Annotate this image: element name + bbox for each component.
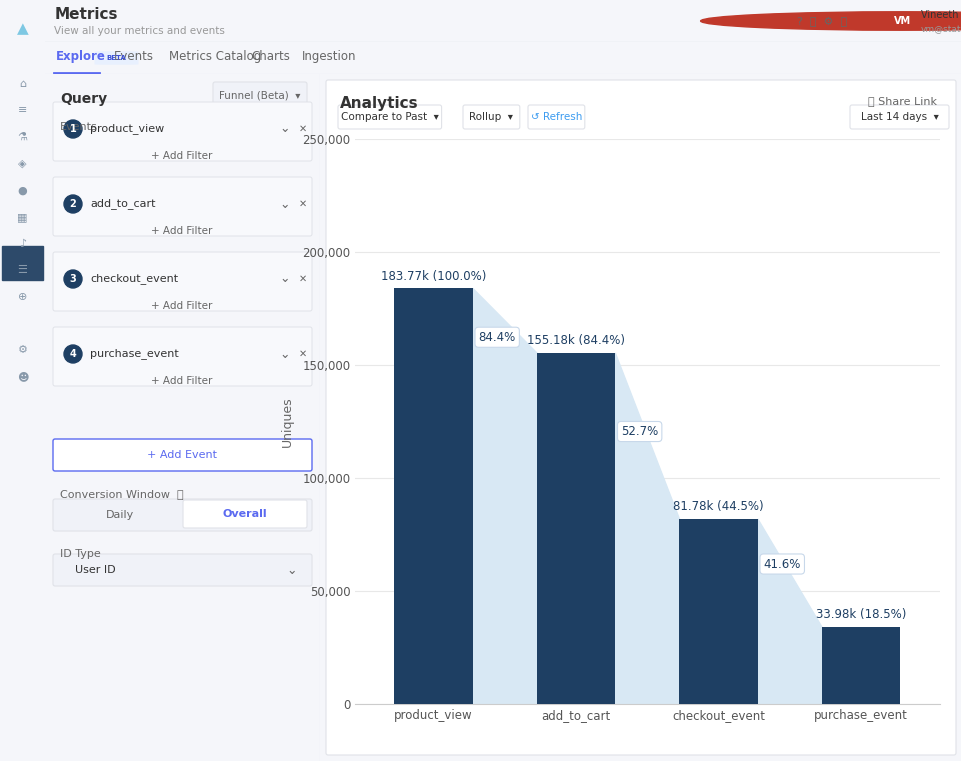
Text: ●: ● — [17, 185, 27, 196]
Text: 81.78k (44.5%): 81.78k (44.5%) — [673, 501, 763, 514]
Bar — [394, 288, 473, 704]
Polygon shape — [615, 353, 678, 704]
Polygon shape — [757, 519, 821, 704]
Bar — [678, 519, 757, 704]
Text: product_view: product_view — [90, 123, 164, 135]
Text: Last 14 days  ▾: Last 14 days ▾ — [860, 112, 938, 122]
Text: ⌄: ⌄ — [280, 123, 290, 135]
Text: ?  ⬜  ⚙  🔔: ? ⬜ ⚙ 🔔 — [796, 16, 847, 26]
FancyBboxPatch shape — [53, 439, 311, 471]
Bar — [536, 353, 615, 704]
Text: 183.77k (100.0%): 183.77k (100.0%) — [381, 270, 486, 283]
Bar — [2, 246, 42, 280]
Text: 1: 1 — [69, 124, 76, 134]
Text: ID Type: ID Type — [60, 549, 101, 559]
FancyBboxPatch shape — [94, 51, 138, 65]
Text: purchase_event: purchase_event — [90, 349, 179, 359]
Text: ⊕: ⊕ — [18, 291, 27, 302]
Text: checkout_event: checkout_event — [90, 273, 178, 285]
Circle shape — [64, 270, 82, 288]
Text: + Add Event: + Add Event — [147, 450, 217, 460]
Circle shape — [64, 195, 82, 213]
Text: ☻: ☻ — [16, 371, 28, 382]
Text: Query: Query — [60, 92, 107, 106]
FancyBboxPatch shape — [528, 105, 584, 129]
Circle shape — [700, 11, 961, 30]
Text: Events: Events — [113, 50, 154, 63]
FancyBboxPatch shape — [53, 499, 311, 531]
Text: + Add Filter: + Add Filter — [151, 301, 212, 311]
Y-axis label: Uniques: Uniques — [281, 396, 294, 447]
Text: Vineeth Madhusudanan: Vineeth Madhusudanan — [920, 10, 961, 20]
Text: Metrics: Metrics — [54, 7, 117, 22]
Polygon shape — [473, 288, 536, 704]
FancyBboxPatch shape — [53, 252, 311, 311]
Text: Charts: Charts — [251, 50, 290, 63]
Text: Conversion Window  ⓘ: Conversion Window ⓘ — [60, 489, 184, 499]
Text: Explore: Explore — [56, 50, 106, 63]
FancyBboxPatch shape — [326, 80, 955, 755]
Text: 84.4%: 84.4% — [478, 331, 515, 344]
Text: ✕: ✕ — [299, 349, 307, 359]
FancyBboxPatch shape — [183, 500, 307, 528]
Text: + Add Filter: + Add Filter — [151, 226, 212, 236]
Circle shape — [64, 345, 82, 363]
FancyBboxPatch shape — [53, 554, 311, 586]
Text: Rollup  ▾: Rollup ▾ — [469, 112, 513, 122]
Text: Compare to Past  ▾: Compare to Past ▾ — [340, 112, 438, 122]
Text: Metrics Catalog: Metrics Catalog — [168, 50, 260, 63]
Text: ↺ Refresh: ↺ Refresh — [530, 112, 581, 122]
Text: Daily: Daily — [106, 510, 134, 520]
Text: 33.98k (18.5%): 33.98k (18.5%) — [815, 609, 905, 622]
Text: vm@statsig.com: vm@statsig.com — [920, 25, 961, 34]
Text: Analytics: Analytics — [339, 96, 418, 111]
Text: ⌄: ⌄ — [280, 198, 290, 211]
Text: ⚙: ⚙ — [17, 345, 28, 355]
Text: ⚗: ⚗ — [17, 132, 28, 142]
FancyBboxPatch shape — [53, 327, 311, 386]
FancyBboxPatch shape — [212, 82, 307, 108]
Text: BETA: BETA — [107, 55, 126, 61]
Text: ☰: ☰ — [17, 265, 28, 275]
Text: ⎗ Share Link: ⎗ Share Link — [867, 96, 936, 106]
Text: 2: 2 — [69, 199, 76, 209]
Text: ≡: ≡ — [18, 105, 27, 116]
Bar — [821, 627, 899, 704]
Text: ▲: ▲ — [16, 21, 28, 37]
Text: 155.18k (84.4%): 155.18k (84.4%) — [527, 334, 625, 348]
Text: ♪: ♪ — [19, 238, 26, 249]
Text: ⌂: ⌂ — [19, 78, 26, 89]
Text: Overall: Overall — [222, 509, 267, 519]
Text: VM: VM — [893, 16, 910, 26]
Text: 52.7%: 52.7% — [621, 425, 657, 438]
Text: add_to_cart: add_to_cart — [90, 199, 156, 209]
Text: ⌄: ⌄ — [280, 272, 290, 285]
FancyBboxPatch shape — [462, 105, 519, 129]
Text: Funnel (Beta)  ▾: Funnel (Beta) ▾ — [219, 90, 301, 100]
Circle shape — [64, 120, 82, 138]
FancyBboxPatch shape — [337, 105, 441, 129]
Text: ✕: ✕ — [299, 124, 307, 134]
Text: + Add Filter: + Add Filter — [151, 151, 212, 161]
Text: ▦: ▦ — [17, 212, 28, 222]
Text: 3: 3 — [69, 274, 76, 284]
Text: 4: 4 — [69, 349, 76, 359]
Text: Ingestion: Ingestion — [302, 50, 356, 63]
Text: ✕: ✕ — [299, 199, 307, 209]
Text: ⌄: ⌄ — [286, 563, 297, 577]
Text: 41.6%: 41.6% — [763, 558, 801, 571]
Text: ✕: ✕ — [299, 274, 307, 284]
FancyBboxPatch shape — [850, 105, 948, 129]
FancyBboxPatch shape — [53, 177, 311, 236]
Text: ◈: ◈ — [18, 158, 27, 169]
Text: Events: Events — [60, 122, 98, 132]
FancyBboxPatch shape — [53, 102, 311, 161]
Text: View all your metrics and events: View all your metrics and events — [54, 27, 225, 37]
Text: User ID: User ID — [75, 565, 115, 575]
Text: ⌄: ⌄ — [280, 348, 290, 361]
Text: + Add Filter: + Add Filter — [151, 376, 212, 386]
